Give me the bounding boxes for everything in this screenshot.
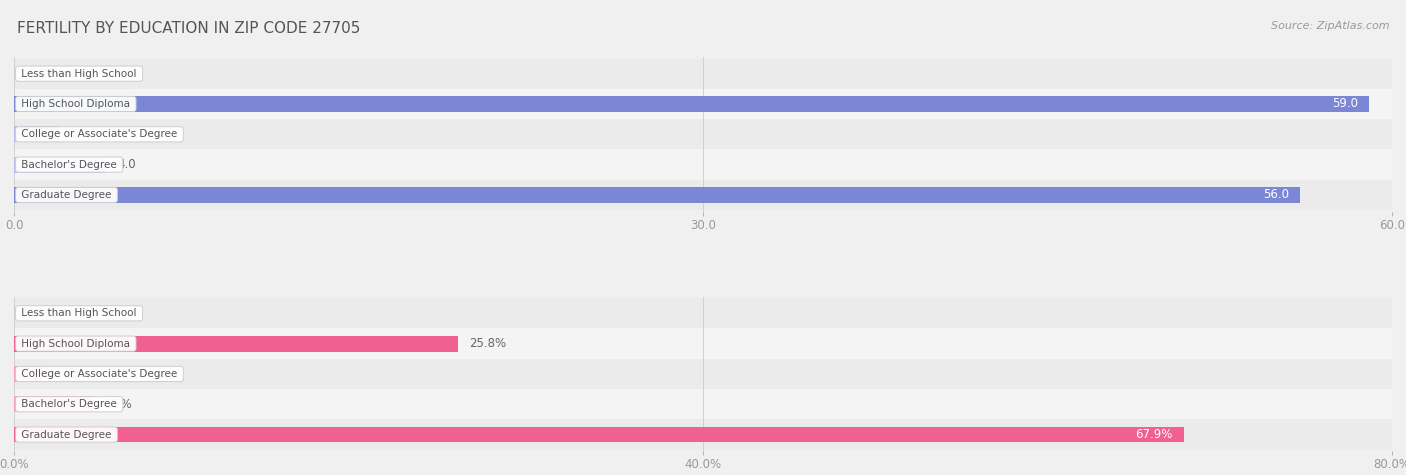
Bar — [14, 89, 1392, 119]
Text: Graduate Degree: Graduate Degree — [18, 429, 115, 439]
Bar — [14, 359, 1392, 389]
Bar — [14, 157, 105, 172]
Text: High School Diploma: High School Diploma — [18, 99, 134, 109]
Text: 2.0: 2.0 — [72, 128, 90, 141]
Text: 4.5%: 4.5% — [103, 398, 132, 411]
Bar — [14, 126, 60, 142]
Text: 4.0: 4.0 — [117, 158, 135, 171]
Text: Graduate Degree: Graduate Degree — [18, 190, 115, 200]
Text: Bachelor's Degree: Bachelor's Degree — [18, 399, 120, 409]
Text: College or Associate's Degree: College or Associate's Degree — [18, 369, 181, 379]
Text: Bachelor's Degree: Bachelor's Degree — [18, 160, 120, 170]
Text: 59.0: 59.0 — [1331, 97, 1358, 111]
Text: College or Associate's Degree: College or Associate's Degree — [18, 129, 181, 139]
Text: Less than High School: Less than High School — [18, 308, 141, 318]
Bar — [14, 150, 1392, 180]
Bar — [14, 427, 1184, 442]
Bar — [14, 329, 1392, 359]
Text: Source: ZipAtlas.com: Source: ZipAtlas.com — [1271, 21, 1389, 31]
Text: 1.7%: 1.7% — [55, 368, 84, 380]
Text: Less than High School: Less than High School — [18, 69, 141, 79]
Bar — [14, 58, 1392, 89]
Text: 56.0: 56.0 — [1263, 189, 1289, 201]
Bar — [14, 366, 44, 382]
Bar — [14, 180, 1392, 210]
Bar — [14, 298, 1392, 329]
Text: 0.0%: 0.0% — [28, 307, 58, 320]
Text: 25.8%: 25.8% — [470, 337, 506, 350]
Text: 67.9%: 67.9% — [1135, 428, 1173, 441]
Bar — [14, 336, 458, 352]
Bar — [14, 389, 1392, 419]
Bar — [14, 119, 1392, 150]
Text: High School Diploma: High School Diploma — [18, 339, 134, 349]
Bar — [14, 419, 1392, 450]
Bar — [14, 96, 1369, 112]
Bar — [14, 396, 91, 412]
Text: FERTILITY BY EDUCATION IN ZIP CODE 27705: FERTILITY BY EDUCATION IN ZIP CODE 27705 — [17, 21, 360, 37]
Text: 0.0: 0.0 — [28, 67, 46, 80]
Bar — [14, 187, 1301, 203]
